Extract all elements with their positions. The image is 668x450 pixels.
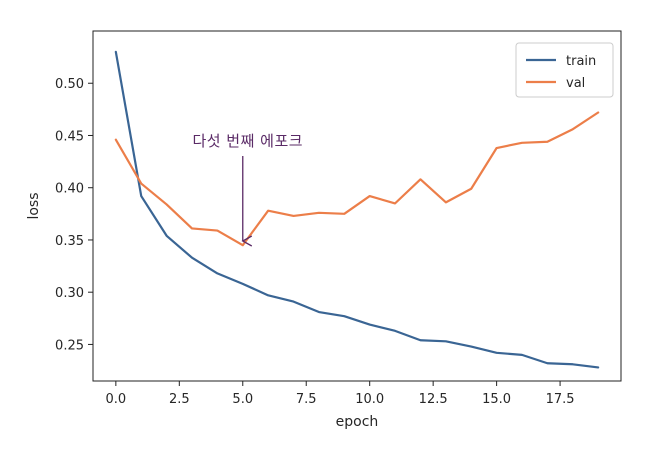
series-line-val xyxy=(114,111,600,247)
y-tick-label: 0.40 xyxy=(55,182,84,197)
annotation-text: 다섯 번째 에포크 xyxy=(192,132,303,150)
legend: train val xyxy=(515,42,614,98)
x-tick-label: 5.0 xyxy=(232,392,253,407)
legend-label-val: val xyxy=(566,76,585,91)
y-tick-label: 0.30 xyxy=(55,286,84,301)
x-tick-label: 17.5 xyxy=(546,392,575,407)
y-tick-label: 0.45 xyxy=(55,129,84,144)
y-axis-label: loss xyxy=(26,192,42,219)
y-tick-label: 0.25 xyxy=(55,338,84,353)
plot-frame xyxy=(92,30,622,382)
legend-label-train: train xyxy=(566,54,596,69)
plot-area xyxy=(92,30,622,382)
y-tick-label: 0.35 xyxy=(55,234,84,249)
x-tick-label: 15.0 xyxy=(482,392,511,407)
y-axis: 0.25 0.30 0.35 0.40 0.45 0.50 xyxy=(55,77,93,353)
y-tick-label: 0.50 xyxy=(55,77,84,92)
series-line-train xyxy=(114,50,600,369)
x-tick-label: 2.5 xyxy=(169,392,190,407)
x-axis: 0.0 2.5 5.0 7.5 10.0 12.5 15.0 17.5 xyxy=(106,381,575,407)
x-tick-label: 0.0 xyxy=(106,392,127,407)
x-tick-label: 7.5 xyxy=(296,392,317,407)
x-axis-label: epoch xyxy=(336,414,379,430)
x-tick-label: 10.0 xyxy=(355,392,384,407)
annotation-layer: 다섯 번째 에포크 xyxy=(192,132,303,247)
series-layer xyxy=(114,50,600,369)
x-tick-label: 12.5 xyxy=(419,392,448,407)
legend-box xyxy=(515,42,614,98)
